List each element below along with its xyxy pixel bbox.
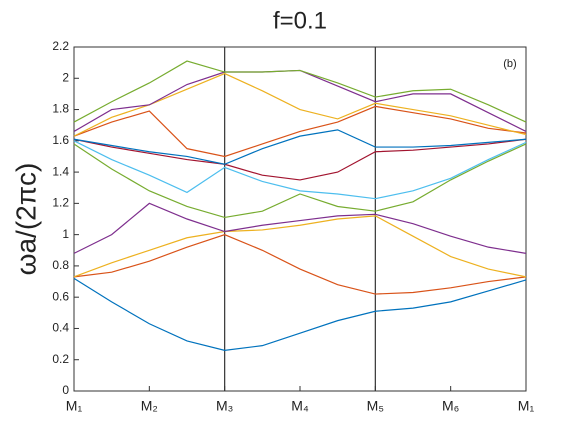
band-line xyxy=(73,277,527,351)
y-tick-label: 0.2 xyxy=(52,352,69,366)
band-line xyxy=(73,60,527,123)
y-tick-label: 0.8 xyxy=(52,258,69,272)
band-line xyxy=(73,105,527,158)
band-line xyxy=(73,129,527,165)
y-tick-label: 2.2 xyxy=(52,39,69,53)
x-tick-label: M₃ xyxy=(216,398,233,414)
y-tick-label: 0.4 xyxy=(52,321,69,335)
band-line xyxy=(73,215,527,278)
band-line xyxy=(73,143,527,219)
y-tick-label: 1.2 xyxy=(52,196,69,210)
y-tick-label: 0 xyxy=(62,383,69,397)
band-line xyxy=(73,202,527,254)
y-tick-label: 1 xyxy=(62,227,69,241)
band-line xyxy=(73,233,527,295)
y-tick-label: 2 xyxy=(62,70,69,84)
band-line xyxy=(73,138,527,181)
chart-title: f=0.1 xyxy=(273,7,327,34)
x-tick-label: M₄ xyxy=(291,398,309,414)
x-tick-label: M₅ xyxy=(367,398,384,414)
x-tick-label: M₁ xyxy=(66,398,83,414)
x-tick-label: M₆ xyxy=(442,398,459,414)
y-tick-label: 1.8 xyxy=(52,102,69,116)
y-axis-label: ωa/(2πc) xyxy=(10,163,41,276)
y-tick-label: 1.6 xyxy=(52,133,69,147)
y-tick-label: 0.6 xyxy=(52,289,69,303)
annotation: (b) xyxy=(503,58,516,70)
x-tick-label: M₁ xyxy=(518,398,535,414)
band-line xyxy=(73,140,527,200)
x-tick-label: M₂ xyxy=(141,398,158,414)
y-tick-label: 1.4 xyxy=(52,164,69,178)
